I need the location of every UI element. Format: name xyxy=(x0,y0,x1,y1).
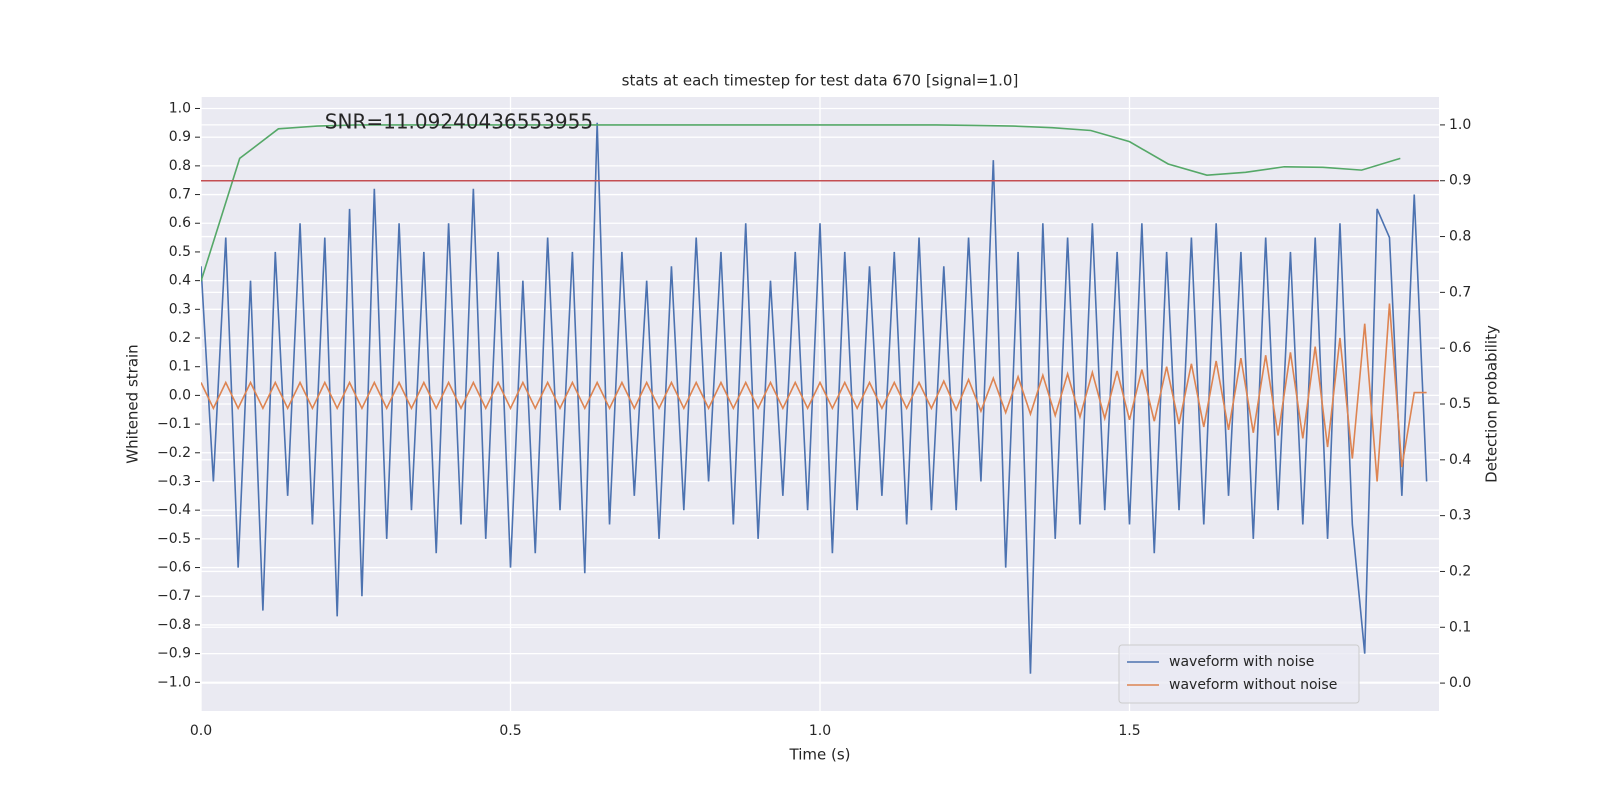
y2-tick-label: 0.9 xyxy=(1449,173,1471,189)
legend-label: waveform with noise xyxy=(1169,654,1314,670)
series-line xyxy=(201,122,1428,674)
x-tick-label: 0.5 xyxy=(499,723,521,739)
series-line xyxy=(201,303,1427,482)
annotation: SNR=11.09240436553955 xyxy=(325,109,593,133)
y-tick-label: 0.4 xyxy=(169,273,191,289)
y-tick-label: −0.7 xyxy=(157,588,191,604)
y-tick-label: 0.5 xyxy=(169,244,191,260)
chart-title: stats at each timestep for test data 670… xyxy=(622,72,1019,90)
y-tick-label: −1.0 xyxy=(157,674,191,690)
y2-tick-label: 0.1 xyxy=(1449,619,1471,635)
legend-label: waveform without noise xyxy=(1169,677,1337,693)
y2-tick-label: 0.2 xyxy=(1449,563,1471,579)
y2-tick-label: 0.3 xyxy=(1449,508,1471,524)
y-tick-label: −0.1 xyxy=(157,416,191,432)
y2-tick-label: 1.0 xyxy=(1449,117,1471,133)
series-line xyxy=(201,124,1401,282)
x-axis-label: Time (s) xyxy=(789,746,851,764)
y-tick-label: 0.1 xyxy=(169,359,191,375)
y2-axis-label: Detection probability xyxy=(1483,325,1501,483)
y-tick-label: −0.4 xyxy=(157,502,191,518)
y-axis-label: Whitened strain xyxy=(124,344,142,463)
y-tick-label: −0.6 xyxy=(157,560,191,576)
y-tick-label: 0.7 xyxy=(169,187,191,203)
y-tick-label: −0.8 xyxy=(157,617,191,633)
y-tick-label: −0.9 xyxy=(157,646,191,662)
x-tick-label: 0.0 xyxy=(190,723,212,739)
y2-tick-label: 0.0 xyxy=(1449,675,1471,691)
x-tick-label: 1.0 xyxy=(809,723,831,739)
y2-tick-label: 0.8 xyxy=(1449,229,1471,245)
y-tick-label: 0.6 xyxy=(169,215,191,231)
y-tick-label: 0.2 xyxy=(169,330,191,346)
y2-tick-label: 0.5 xyxy=(1449,396,1471,412)
y-tick-label: −0.3 xyxy=(157,473,191,489)
y-tick-label: 0.0 xyxy=(169,387,191,403)
y2-tick-label: 0.6 xyxy=(1449,340,1471,356)
y-tick-label: 1.0 xyxy=(169,100,191,116)
y-tick-label: 0.8 xyxy=(169,158,191,174)
x-tick-label: 1.5 xyxy=(1118,723,1140,739)
y-tick-label: −0.5 xyxy=(157,531,191,547)
y2-tick-label: 0.7 xyxy=(1449,284,1471,300)
legend-box xyxy=(1118,644,1360,704)
y-tick-label: −0.2 xyxy=(157,445,191,461)
y-tick-label: 0.3 xyxy=(169,301,191,317)
y-tick-label: 0.9 xyxy=(169,129,191,145)
y2-tick-label: 0.4 xyxy=(1449,452,1471,468)
